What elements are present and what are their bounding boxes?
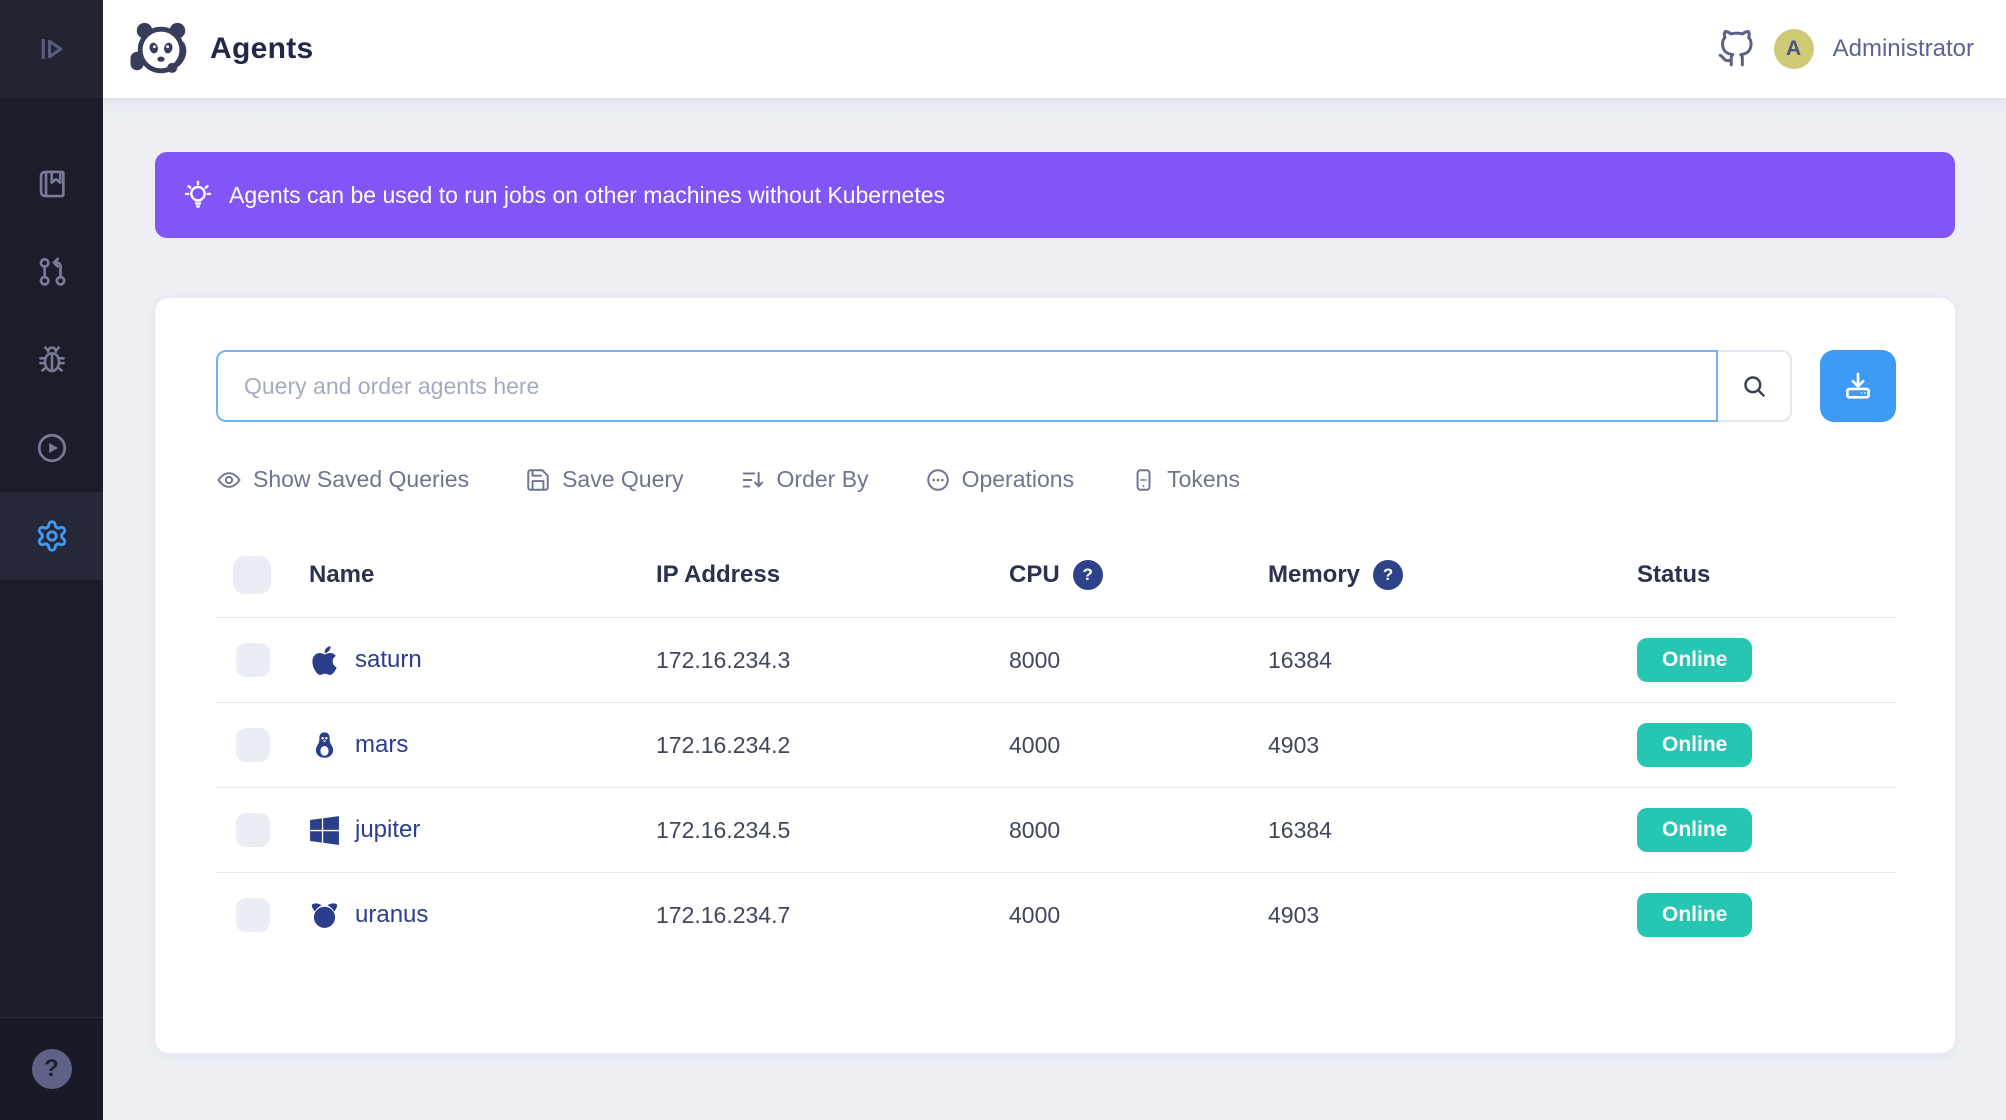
show-saved-queries-button[interactable]: Show Saved Queries (216, 466, 469, 493)
table-row: uranus 172.16.234.7 4000 4903 Online (216, 872, 1896, 957)
save-icon (525, 467, 551, 493)
table-row: mars 172.16.234.2 4000 4903 Online (216, 702, 1896, 787)
status-badge: Online (1637, 638, 1753, 682)
agent-memory: 4903 (1268, 731, 1320, 758)
linux-icon (309, 729, 340, 762)
memory-help-icon[interactable]: ? (1373, 559, 1404, 590)
agent-link[interactable]: saturn (355, 646, 422, 673)
row-checkbox[interactable] (236, 898, 270, 932)
column-header-status: Status (1637, 560, 1711, 588)
agent-link[interactable]: mars (355, 731, 409, 758)
select-all-checkbox[interactable] (233, 555, 271, 594)
panda-logo-icon (130, 18, 192, 80)
banner-text: Agents can be used to run jobs on other … (229, 181, 946, 208)
windows-icon (309, 814, 340, 847)
top-header: Agents A Administrator (103, 0, 2006, 98)
agent-memory: 4903 (1268, 901, 1320, 928)
agent-cpu: 8000 (1009, 646, 1061, 673)
sidebar-expand-button[interactable] (30, 27, 74, 71)
sidebar: ? (0, 0, 103, 1120)
tokens-button[interactable]: Tokens (1130, 466, 1240, 493)
main-area: Agents A Administrator Agents can be use… (103, 0, 2006, 1120)
agents-card: Show Saved Queries Save Query Order By O… (155, 298, 1955, 1053)
agent-cpu: 4000 (1009, 901, 1061, 928)
agent-name-cell: mars (309, 729, 656, 762)
agent-memory: 16384 (1268, 816, 1332, 843)
install-agent-button[interactable] (1820, 350, 1896, 422)
lightbulb-icon (182, 179, 214, 211)
agent-link[interactable]: jupiter (355, 816, 421, 843)
apple-icon (309, 644, 340, 677)
toolbar-label: Order By (776, 466, 869, 492)
column-header-cpu: CPU ? (1009, 559, 1268, 590)
table-row: saturn 172.16.234.3 8000 16384 Online (216, 617, 1896, 702)
agent-ip: 172.16.234.3 (656, 646, 791, 673)
column-header-ip: IP Address (656, 560, 781, 588)
order-by-button[interactable]: Order By (740, 466, 869, 493)
agent-name-cell: uranus (309, 899, 656, 932)
agent-ip: 172.16.234.5 (656, 816, 791, 843)
order-by-icon (740, 467, 766, 493)
operations-button[interactable]: Operations (925, 466, 1075, 493)
agent-cpu: 4000 (1009, 731, 1061, 758)
download-icon (1842, 370, 1874, 402)
search-row (216, 350, 1896, 422)
row-checkbox[interactable] (236, 728, 270, 762)
book-icon (35, 167, 69, 201)
sidebar-header (0, 0, 103, 98)
operations-icon (925, 467, 951, 493)
sidebar-nav (0, 98, 103, 1017)
sidebar-item-issues[interactable] (0, 316, 103, 404)
agent-memory: 16384 (1268, 646, 1332, 673)
search-icon (1740, 372, 1768, 400)
toolbar-label: Show Saved Queries (253, 466, 470, 492)
column-header-name: Name (309, 560, 375, 588)
column-header-memory: Memory ? (1268, 559, 1637, 590)
save-query-button[interactable]: Save Query (525, 466, 684, 493)
freebsd-icon (309, 899, 340, 932)
agent-name-cell: saturn (309, 644, 656, 677)
sidebar-help-section: ? (0, 1017, 103, 1120)
github-icon[interactable] (1717, 30, 1755, 68)
row-checkbox[interactable] (236, 813, 270, 847)
toolbar-label: Operations (961, 466, 1075, 492)
search-button[interactable] (1718, 350, 1792, 422)
sidebar-item-docs[interactable] (0, 140, 103, 228)
table-row: jupiter 172.16.234.5 8000 16384 Online (216, 787, 1896, 872)
info-banner: Agents can be used to run jobs on other … (155, 152, 1955, 238)
help-button[interactable]: ? (31, 1049, 72, 1089)
play-circle-icon (35, 431, 69, 465)
expand-chevron-icon (37, 34, 67, 64)
toolbar-label: Save Query (562, 466, 684, 492)
sidebar-item-tasks[interactable] (0, 228, 103, 316)
git-pull-request-icon (35, 255, 69, 289)
eye-icon (216, 467, 242, 493)
sidebar-item-settings[interactable] (0, 492, 103, 580)
status-badge: Online (1637, 893, 1753, 937)
status-badge: Online (1637, 723, 1753, 767)
tokens-icon (1130, 467, 1156, 493)
header-right: A Administrator (1717, 29, 1974, 69)
search-input[interactable] (216, 350, 1718, 422)
query-toolbar: Show Saved Queries Save Query Order By O… (216, 466, 1896, 493)
row-checkbox[interactable] (236, 643, 270, 677)
avatar[interactable]: A (1773, 29, 1814, 69)
table-header-row: Name IP Address CPU ? Memory ? Status (216, 532, 1896, 617)
agent-cpu: 8000 (1009, 816, 1061, 843)
user-name[interactable]: Administrator (1832, 35, 1974, 62)
gear-icon (35, 519, 69, 553)
agent-ip: 172.16.234.2 (656, 731, 791, 758)
sidebar-item-runs[interactable] (0, 404, 103, 492)
toolbar-label: Tokens (1167, 466, 1240, 492)
bug-icon (35, 343, 69, 377)
agents-table: Name IP Address CPU ? Memory ? Status (216, 532, 1896, 957)
page-title: Agents (210, 32, 314, 65)
agent-ip: 172.16.234.7 (656, 901, 791, 928)
status-badge: Online (1637, 808, 1753, 852)
content-area: Agents can be used to run jobs on other … (103, 98, 2006, 1120)
agent-link[interactable]: uranus (355, 901, 429, 928)
cpu-help-icon[interactable]: ? (1072, 559, 1103, 590)
agent-name-cell: jupiter (309, 814, 656, 847)
